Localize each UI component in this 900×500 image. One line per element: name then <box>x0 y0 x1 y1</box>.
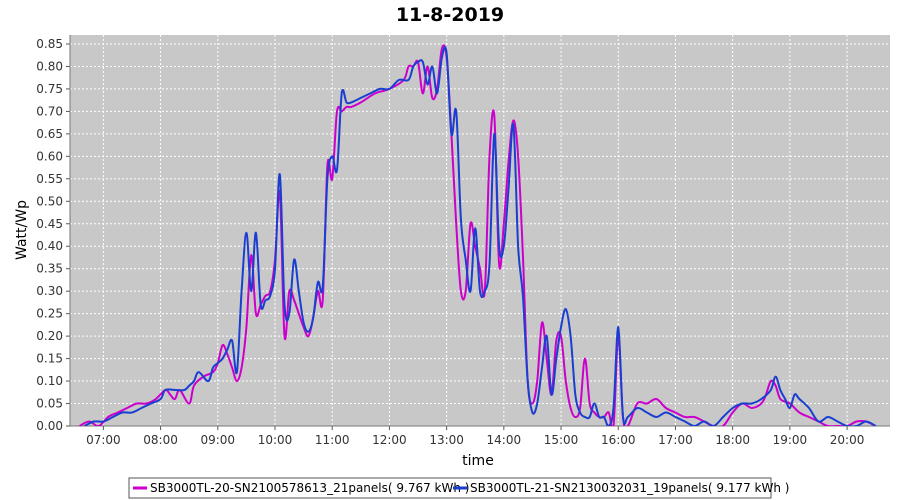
x-tick-label: 18:00 <box>715 433 750 447</box>
y-tick-label: 0.65 <box>36 127 63 141</box>
x-tick-label: 08:00 <box>143 433 178 447</box>
y-tick-label: 0.45 <box>36 217 63 231</box>
series-line-2 <box>83 46 877 426</box>
legend-label-series-2: SB3000TL-21-SN2130032031_19panels( 9.177… <box>470 481 789 495</box>
x-tick-label: 20:00 <box>830 433 865 447</box>
x-tick-label: 10:00 <box>258 433 293 447</box>
series-lines <box>79 44 877 426</box>
x-tick-label: 09:00 <box>200 433 235 447</box>
x-tick-label: 12:00 <box>372 433 407 447</box>
x-axis-ticks: 07:00 08:00 09:00 10:00 11:00 12:00 13:00 14:00… <box>70 425 890 447</box>
x-tick-label: 15:00 <box>544 433 579 447</box>
x-tick-label: 16:00 <box>601 433 636 447</box>
y-axis-ticks: 0.00 0.05 0.10 0.15 0.20 0.25 0.30 0.35 0.40 0.45… <box>36 35 71 433</box>
y-tick-label: 0.40 <box>36 239 63 253</box>
y-tick-label: 0.55 <box>36 172 63 186</box>
y-tick-label: 0.50 <box>36 194 63 208</box>
legend-box <box>128 477 772 499</box>
y-tick-label: 0.15 <box>36 352 63 366</box>
y-tick-label: 0.70 <box>36 104 63 118</box>
x-tick-label: 19:00 <box>773 433 808 447</box>
legend: SB3000TL-20-SN2100578613_21panels( 9.767… <box>128 477 789 499</box>
x-tick-label: 17:00 <box>658 433 693 447</box>
y-tick-label: 0.75 <box>36 82 63 96</box>
x-tick-label: 14:00 <box>487 433 522 447</box>
x-tick-label: 07:00 <box>86 433 121 447</box>
series-line-1 <box>79 44 877 426</box>
y-tick-label: 0.00 <box>36 419 63 433</box>
y-tick-label: 0.35 <box>36 262 63 276</box>
y-tick-label: 0.25 <box>36 307 63 321</box>
legend-label-series-1: SB3000TL-20-SN2100578613_21panels( 9.767… <box>150 481 469 495</box>
y-tick-label: 0.10 <box>36 374 63 388</box>
plot-area <box>70 35 890 426</box>
y-axis-label: Watt/Wp <box>14 200 30 260</box>
y-tick-label: 0.20 <box>36 329 63 343</box>
y-tick-label: 0.85 <box>36 37 63 51</box>
chart-title: 11-8-2019 <box>396 4 504 26</box>
x-tick-label: 13:00 <box>429 433 464 447</box>
y-tick-label: 0.30 <box>36 284 63 298</box>
x-tick-label: 11:00 <box>315 433 350 447</box>
x-axis-label: time <box>462 453 494 469</box>
y-tick-label: 0.80 <box>36 59 63 73</box>
y-tick-label: 0.05 <box>36 397 63 411</box>
y-tick-label: 0.60 <box>36 149 63 163</box>
